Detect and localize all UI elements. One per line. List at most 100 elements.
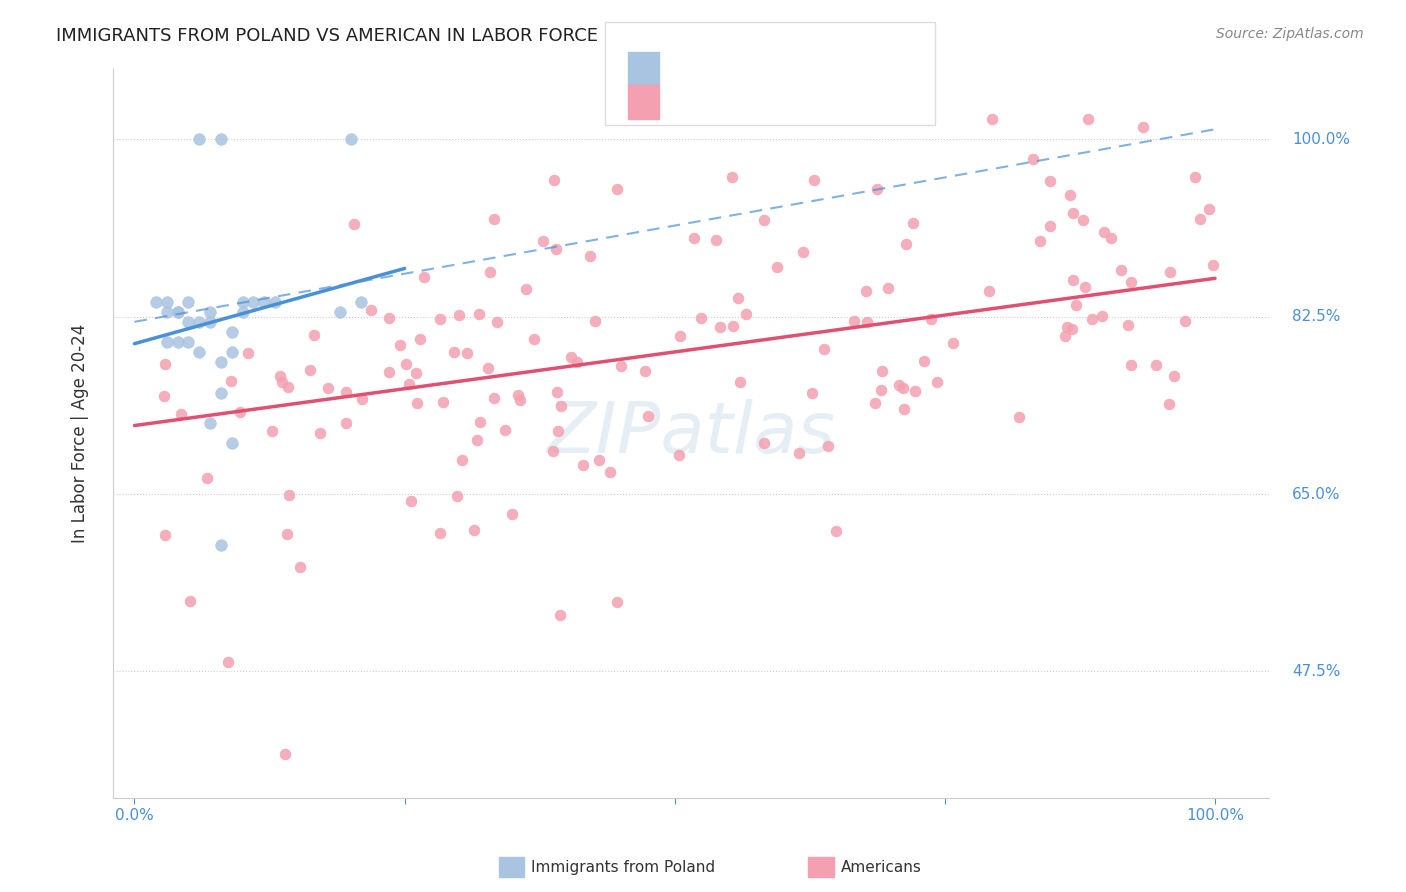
Point [166, 304, 188, 318]
Point [443, 345, 465, 359]
Point [406, 396, 429, 410]
Point [260, 424, 283, 438]
Point [221, 325, 243, 339]
Point [405, 366, 427, 380]
Point [865, 396, 887, 410]
Point [253, 294, 276, 309]
Point [901, 217, 924, 231]
Point [468, 415, 491, 429]
Point [177, 335, 200, 350]
Point [1022, 152, 1045, 166]
Point [571, 458, 593, 472]
Point [209, 538, 232, 552]
Point [544, 242, 567, 256]
Point [188, 345, 211, 359]
Point [637, 409, 659, 423]
Point [1157, 396, 1180, 410]
Point [1039, 173, 1062, 187]
Point [817, 438, 839, 452]
Point [800, 385, 823, 400]
Point [606, 182, 628, 196]
Point [1184, 169, 1206, 184]
Point [1121, 358, 1143, 372]
Point [1064, 298, 1087, 312]
Text: Source: ZipAtlas.com: Source: ZipAtlas.com [1216, 27, 1364, 41]
Point [669, 329, 692, 343]
Point [236, 346, 259, 360]
Point [1144, 358, 1167, 372]
Point [477, 361, 499, 376]
Point [209, 132, 232, 146]
Point [399, 493, 422, 508]
Point [166, 335, 188, 350]
Point [177, 315, 200, 329]
Point [585, 314, 607, 328]
Point [1071, 212, 1094, 227]
Point [920, 312, 942, 326]
Point [463, 523, 485, 537]
Point [198, 416, 221, 430]
Point [547, 424, 569, 438]
Point [288, 559, 311, 574]
Point [1119, 275, 1142, 289]
Point [588, 453, 610, 467]
Text: N =: N = [765, 93, 804, 111]
Text: 31: 31 [804, 60, 830, 78]
Text: 65.0%: 65.0% [1292, 487, 1341, 501]
Point [1099, 231, 1122, 245]
Point [456, 346, 478, 360]
Point [269, 369, 291, 384]
Point [1198, 202, 1220, 216]
Point [447, 308, 470, 322]
Text: 0.183: 0.183 [716, 60, 773, 78]
Point [506, 388, 529, 402]
Point [198, 315, 221, 329]
Point [242, 294, 264, 309]
Point [501, 508, 523, 522]
Point [1077, 112, 1099, 127]
Text: R =: R = [673, 93, 713, 111]
Point [1163, 369, 1185, 384]
Point [156, 304, 179, 318]
Point [494, 423, 516, 437]
Point [1132, 120, 1154, 135]
Point [276, 527, 298, 541]
Point [727, 291, 749, 305]
Point [730, 375, 752, 389]
Point [789, 445, 811, 459]
Point [166, 304, 188, 318]
Point [278, 488, 301, 502]
Point [560, 350, 582, 364]
Text: 100.0%: 100.0% [1292, 132, 1350, 147]
Point [904, 384, 927, 398]
Point [894, 237, 917, 252]
Point [1092, 225, 1115, 239]
Point [335, 385, 357, 400]
Point [599, 465, 621, 479]
Point [231, 304, 253, 318]
Point [484, 391, 506, 405]
Point [486, 315, 509, 329]
Point [451, 453, 474, 467]
Point [977, 285, 1000, 299]
Point [548, 607, 571, 622]
Point [179, 593, 201, 607]
Point [870, 383, 893, 397]
Point [720, 170, 742, 185]
Point [177, 294, 200, 309]
Point [889, 378, 911, 392]
Text: 0.377: 0.377 [716, 93, 772, 111]
Point [689, 310, 711, 325]
Point [308, 425, 330, 440]
Point [546, 384, 568, 399]
Point [270, 375, 292, 389]
Point [825, 524, 848, 538]
Point [339, 132, 361, 146]
Text: Americans: Americans [841, 860, 922, 874]
Point [523, 332, 546, 346]
Point [515, 282, 537, 296]
Point [277, 379, 299, 393]
Point [606, 595, 628, 609]
Point [766, 260, 789, 274]
Point [1060, 322, 1083, 336]
